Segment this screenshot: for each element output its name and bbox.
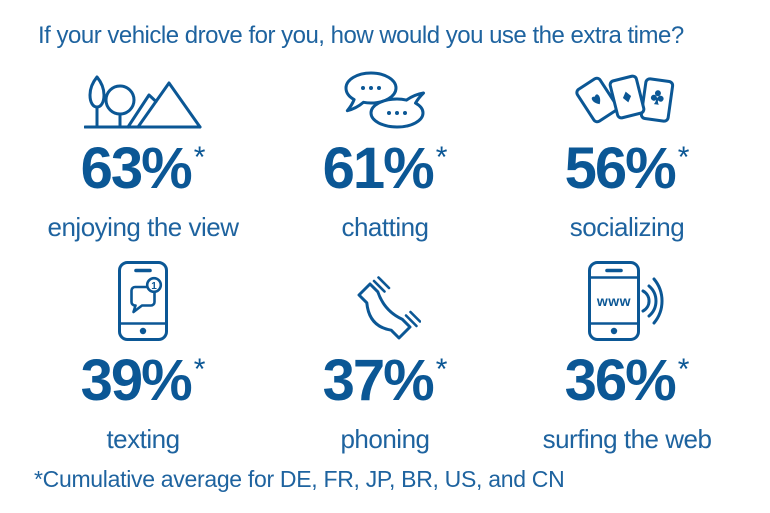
landscape-icon: [84, 69, 202, 129]
stat-label: texting: [106, 424, 180, 454]
asterisk-mark: *: [435, 353, 448, 386]
stat-label: surfing the web: [542, 424, 712, 454]
stat-value: 61% *: [323, 139, 448, 209]
playing-cards-icon: [572, 69, 682, 129]
www-text: www: [596, 293, 631, 309]
asterisk-mark: *: [193, 141, 206, 174]
asterisk-mark: *: [677, 353, 690, 386]
stat-cell-socializing: 56% * socializing: [506, 69, 748, 243]
stat-cell-enjoying-the-view: 63% * enjoying the view: [22, 69, 264, 243]
stat-label: socializing: [569, 212, 685, 242]
stat-value: 36% *: [565, 351, 690, 421]
stat-value: 63% *: [81, 139, 206, 209]
stat-cell-texting: 1 39% * texting: [22, 257, 264, 455]
stat-value: 39% *: [81, 351, 206, 421]
badge-count-text: 1: [151, 281, 157, 292]
stat-value: 56% *: [565, 139, 690, 209]
stat-label: phoning: [340, 424, 430, 454]
asterisk-mark: *: [193, 353, 206, 386]
stat-label: enjoying the view: [47, 212, 239, 242]
stat-cell-phoning: 37% * phoning: [264, 257, 506, 455]
phone-handset-icon: [349, 257, 421, 341]
stat-grid: 63% * enjoying the view 61% * chatting: [0, 69, 770, 455]
chat-bubbles-icon: [343, 69, 427, 129]
asterisk-mark: *: [677, 141, 690, 174]
footnote: *Cumulative average for DE, FR, JP, BR, …: [34, 466, 565, 492]
stat-value: 37% *: [323, 351, 448, 421]
stat-cell-surfing-the-web: www 36% * surfing the web: [506, 257, 748, 455]
page-title: If your vehicle drove for you, how would…: [38, 22, 684, 49]
texting-phone-icon: 1: [118, 257, 168, 341]
web-phone-icon: www: [588, 257, 666, 341]
asterisk-mark: *: [435, 141, 448, 174]
stat-label: chatting: [341, 212, 429, 242]
stat-cell-chatting: 61% * chatting: [264, 69, 506, 243]
